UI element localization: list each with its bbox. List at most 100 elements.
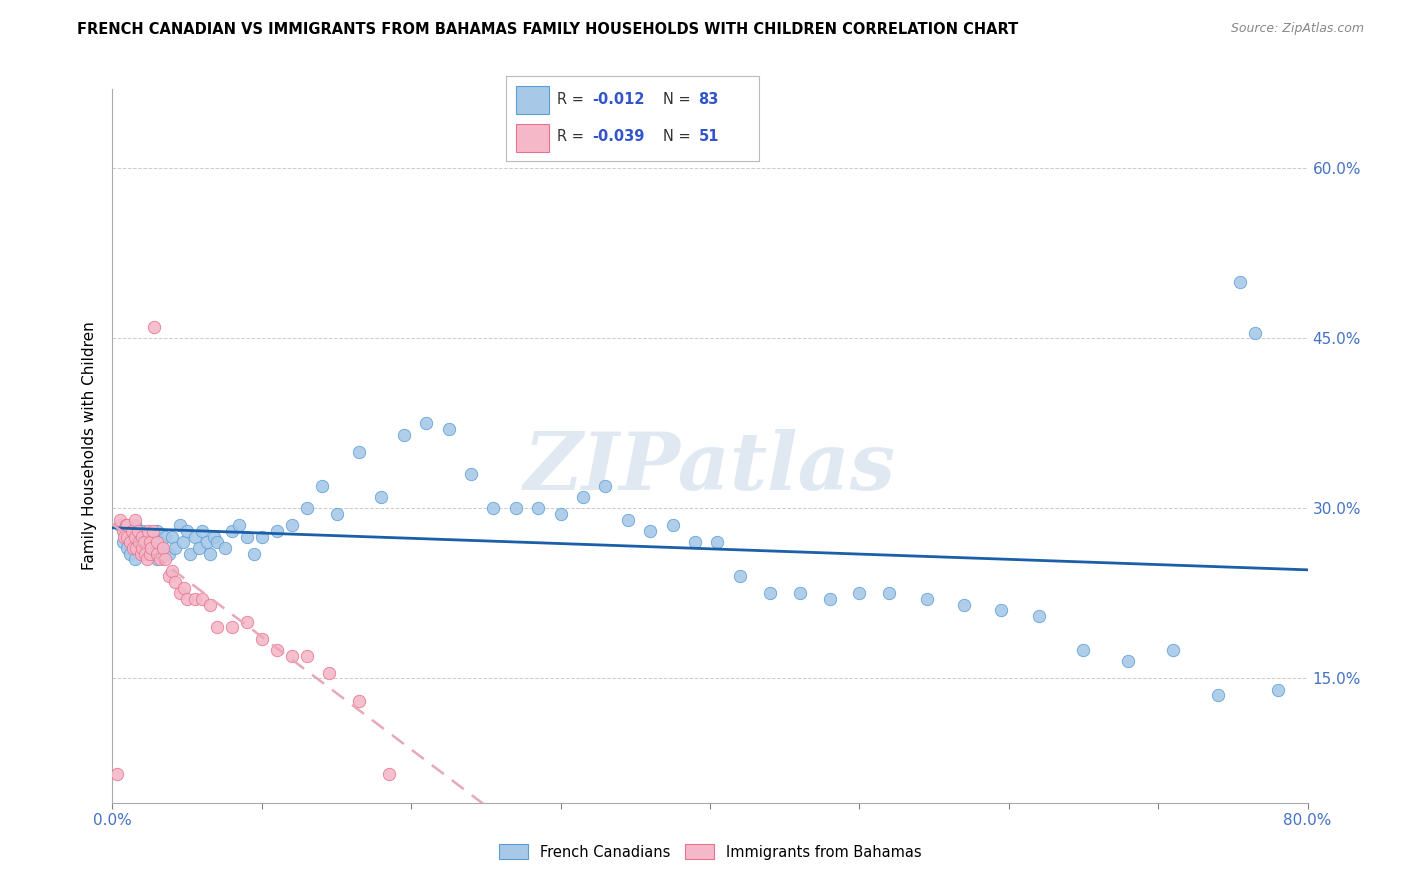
Point <box>114 530 135 544</box>
Point <box>214 541 236 555</box>
Point <box>191 591 214 606</box>
Point <box>131 524 153 538</box>
Point <box>990 603 1012 617</box>
Point <box>132 535 155 549</box>
Point <box>124 552 146 566</box>
Point <box>173 581 195 595</box>
Text: 51: 51 <box>699 129 718 145</box>
Text: ZIPatlas: ZIPatlas <box>524 429 896 506</box>
Point <box>111 524 134 538</box>
Point <box>183 530 205 544</box>
Point <box>139 535 162 549</box>
Point <box>347 444 370 458</box>
Point <box>295 501 318 516</box>
Y-axis label: Family Households with Children: Family Households with Children <box>82 322 97 570</box>
Point <box>1229 275 1251 289</box>
Point <box>183 591 205 606</box>
Text: Source: ZipAtlas.com: Source: ZipAtlas.com <box>1230 22 1364 36</box>
Point <box>162 530 183 544</box>
Point <box>165 574 187 589</box>
Point <box>482 501 505 516</box>
Point <box>1244 326 1267 340</box>
Point <box>661 518 683 533</box>
Text: R =: R = <box>557 129 583 145</box>
Point <box>124 513 146 527</box>
Point <box>188 541 211 555</box>
Point <box>640 524 662 538</box>
Point <box>759 586 782 600</box>
Point <box>139 530 162 544</box>
Point <box>848 586 870 600</box>
Point <box>295 648 318 663</box>
Point <box>1206 688 1229 702</box>
Point <box>195 535 218 549</box>
Point <box>172 535 194 549</box>
Point <box>149 552 172 566</box>
Point <box>146 524 169 538</box>
Point <box>318 665 340 680</box>
Point <box>879 586 901 600</box>
Point <box>131 547 153 561</box>
Point <box>122 541 145 555</box>
Point <box>120 535 142 549</box>
Text: FRENCH CANADIAN VS IMMIGRANTS FROM BAHAMAS FAMILY HOUSEHOLDS WITH CHILDREN CORRE: FRENCH CANADIAN VS IMMIGRANTS FROM BAHAM… <box>77 22 1018 37</box>
Point <box>114 524 135 538</box>
Point <box>176 524 198 538</box>
Point <box>572 490 595 504</box>
Point <box>460 467 482 482</box>
Point <box>153 552 176 566</box>
Point <box>111 535 134 549</box>
Point <box>135 552 157 566</box>
Point <box>157 547 180 561</box>
Point <box>129 547 152 561</box>
Point <box>117 530 139 544</box>
Point <box>250 632 273 646</box>
Point <box>135 541 157 555</box>
Point <box>392 427 415 442</box>
Point <box>146 535 169 549</box>
Point <box>169 518 191 533</box>
Point <box>205 535 228 549</box>
Point <box>818 591 841 606</box>
Text: R =: R = <box>557 92 583 107</box>
Point <box>146 552 169 566</box>
Point <box>142 535 165 549</box>
Point <box>138 524 160 538</box>
Point <box>198 547 221 561</box>
Point <box>550 507 572 521</box>
Point <box>134 535 156 549</box>
Point <box>131 541 153 555</box>
Point <box>176 591 198 606</box>
Point <box>127 541 149 555</box>
Point <box>139 547 162 561</box>
Point <box>198 598 221 612</box>
Point <box>127 524 149 538</box>
Point <box>221 620 243 634</box>
Point <box>505 501 527 516</box>
Point <box>728 569 751 583</box>
Point <box>117 541 139 555</box>
Point <box>120 547 142 561</box>
Point <box>124 530 146 544</box>
Point <box>595 478 617 492</box>
Bar <box>516 86 550 114</box>
Legend: French Canadians, Immigrants from Bahamas: French Canadians, Immigrants from Bahama… <box>492 837 928 867</box>
Point <box>228 518 250 533</box>
Bar <box>516 124 550 152</box>
Point <box>205 620 228 634</box>
Point <box>347 694 370 708</box>
Point <box>706 535 728 549</box>
Point <box>415 417 437 431</box>
Text: N =: N = <box>664 129 690 145</box>
Point <box>789 586 811 600</box>
Point <box>108 513 131 527</box>
Point <box>165 541 187 555</box>
Point <box>1028 608 1050 623</box>
Text: -0.012: -0.012 <box>592 92 645 107</box>
Point <box>378 767 401 781</box>
Point <box>128 530 150 544</box>
Point <box>1267 682 1289 697</box>
Point <box>146 547 169 561</box>
Point <box>266 524 288 538</box>
Point <box>141 541 163 555</box>
